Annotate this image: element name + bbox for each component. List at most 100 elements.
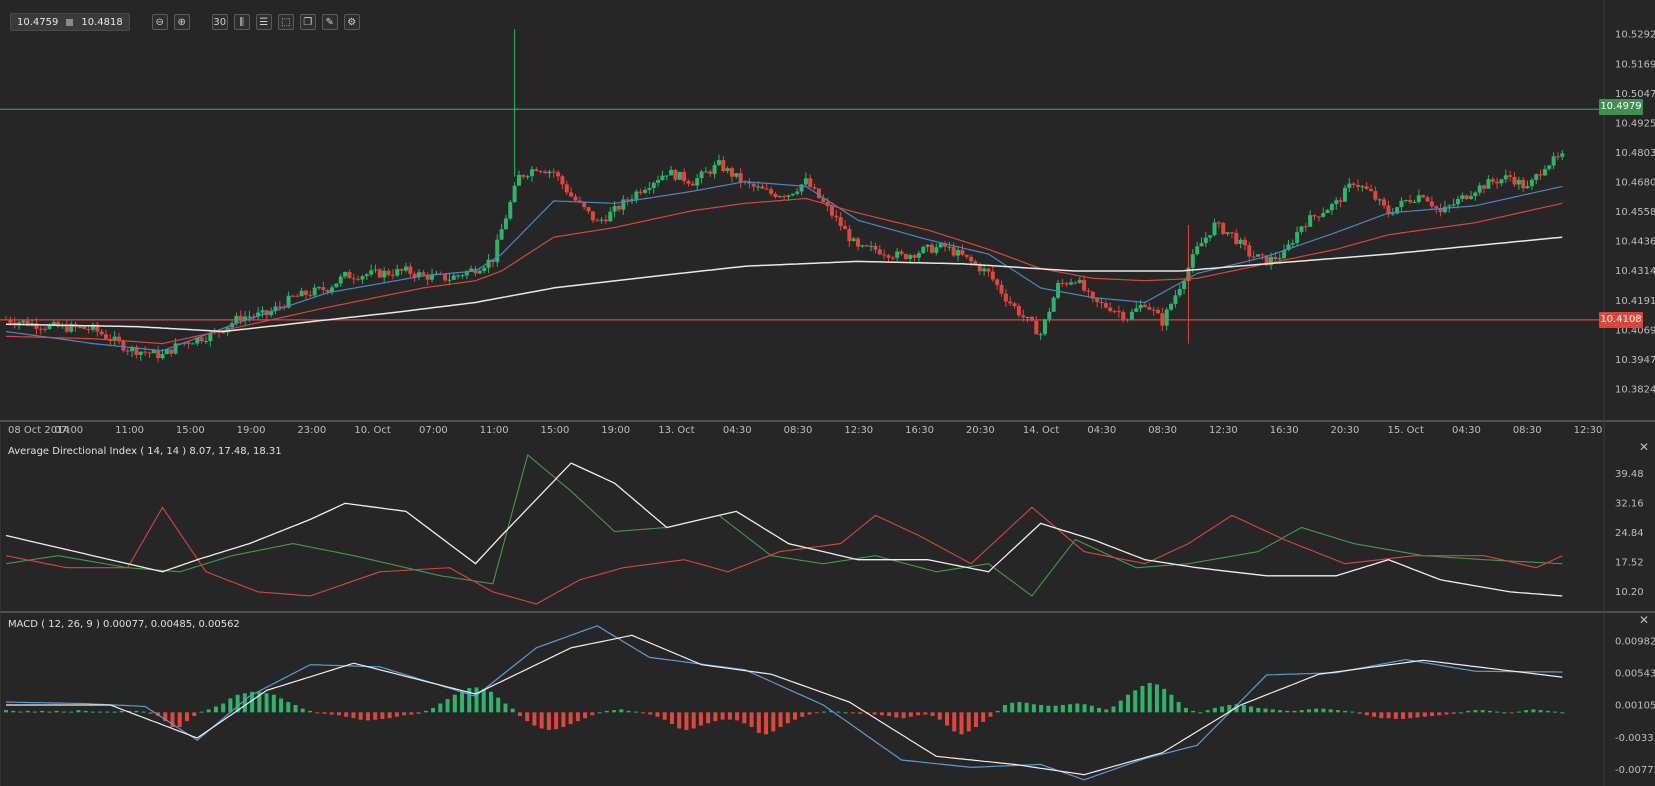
candle-body: [95, 324, 100, 332]
candle-body: [1347, 183, 1352, 188]
settings-pen-icon[interactable]: ⚙: [343, 14, 360, 30]
macd-histogram-bar: [850, 712, 855, 714]
candle-body: [886, 255, 891, 258]
price-panel[interactable]: [0, 29, 1605, 363]
macd-histogram-bar: [90, 711, 95, 713]
candle-body: [1342, 187, 1347, 202]
candle-body: [256, 312, 261, 317]
candle-body: [851, 238, 856, 242]
candle-body: [1355, 185, 1360, 187]
zoom-out-icon[interactable]: ⊖: [151, 14, 168, 30]
candle-body: [686, 180, 691, 184]
adx-tick-label: 24.84: [1615, 528, 1644, 539]
candlestick-icon[interactable]: ⫼: [233, 14, 250, 30]
macd-panel[interactable]: [4, 625, 1565, 781]
chart-template-icon[interactable]: ⬚: [277, 14, 294, 30]
macd-histogram-bar: [235, 694, 240, 713]
zoom-in-icon[interactable]: ⊕: [173, 14, 190, 30]
candle-body: [308, 295, 313, 297]
candle-body: [634, 191, 639, 200]
candle-body: [1477, 185, 1482, 193]
candle-body: [1503, 175, 1508, 180]
macd-histogram-bar: [1386, 712, 1391, 719]
candle-body: [564, 184, 569, 193]
candle-body: [690, 183, 695, 186]
macd-histogram-bar: [329, 712, 334, 715]
macd-histogram-bar: [677, 712, 682, 729]
macd-histogram-bar: [1104, 709, 1109, 713]
candle-body: [1064, 283, 1069, 285]
candle-body: [125, 350, 130, 352]
ema-mid-line: [5, 197, 1563, 345]
candle-body: [1069, 282, 1074, 285]
candle-body: [982, 268, 987, 272]
close-macd-icon[interactable]: ✕: [1638, 613, 1649, 627]
macd-histogram-bar: [793, 712, 798, 720]
candle-body: [1373, 191, 1378, 200]
macd-histogram-bar: [170, 712, 175, 727]
candle-body: [82, 326, 87, 330]
macd-histogram-bar: [807, 712, 812, 715]
time-tick-label: 15:00: [541, 425, 570, 436]
candle-body: [151, 350, 156, 354]
time-tick-label: 12:30: [1574, 425, 1603, 436]
macd-histogram-bar: [1097, 707, 1102, 713]
macd-histogram-bar: [879, 712, 884, 716]
draw-tool-icon[interactable]: ✎: [321, 14, 338, 30]
candle-body: [838, 217, 843, 227]
candle-body: [160, 354, 165, 359]
candle-body: [716, 160, 721, 165]
candle-body: [516, 174, 521, 186]
macd-histogram-bar: [481, 688, 486, 713]
indicators-icon[interactable]: ☰: [255, 14, 272, 30]
candle-body: [1460, 195, 1465, 199]
macd-histogram-bar: [1227, 705, 1232, 713]
candle-body: [777, 196, 782, 198]
price-tick-label: 10.4803: [1615, 148, 1655, 159]
macd-histogram-bar: [315, 712, 320, 714]
macd-histogram-bar: [1053, 705, 1058, 713]
candle-body: [538, 171, 543, 173]
candle-body: [729, 168, 734, 177]
candle-body: [929, 244, 934, 253]
candle-body: [1073, 282, 1078, 284]
layers-icon[interactable]: ❐: [299, 14, 316, 30]
candle-body: [1151, 309, 1156, 311]
macd-histogram-bar: [1183, 707, 1188, 713]
macd-histogram-bar: [669, 712, 674, 725]
macd-histogram-bar: [1422, 712, 1427, 717]
timeframe-button[interactable]: 30: [211, 14, 228, 30]
candle-body: [1156, 309, 1161, 314]
time-tick-label: 08:30: [1513, 425, 1542, 436]
candle-body: [738, 173, 743, 183]
macd-histogram-bar: [655, 712, 660, 717]
candle-body: [916, 253, 921, 258]
macd-histogram-bar: [539, 712, 544, 729]
macd-histogram-bar: [1140, 685, 1145, 713]
candle-body: [1412, 201, 1417, 203]
candle-body: [1134, 308, 1139, 312]
candle-body: [712, 164, 717, 174]
macd-histogram-bar: [32, 711, 37, 713]
candle-body: [843, 226, 848, 230]
candle-body: [664, 175, 669, 177]
candle-body: [882, 254, 887, 256]
candle-body: [1251, 256, 1256, 258]
candle-body: [651, 182, 656, 188]
close-adx-icon[interactable]: ✕: [1638, 440, 1649, 454]
macd-histogram-bar: [1147, 683, 1152, 713]
ema-fast-line: [5, 180, 1563, 352]
candle-body: [1056, 282, 1061, 298]
candle-body: [708, 171, 713, 174]
macd-histogram-bar: [1060, 705, 1065, 713]
macd-histogram-bar: [937, 712, 942, 720]
macd-histogram-bar: [836, 711, 841, 713]
candle-body: [1247, 245, 1252, 257]
adx-panel[interactable]: [5, 454, 1563, 605]
macd-histogram-bar: [1068, 704, 1073, 713]
candle-body: [799, 184, 804, 192]
candle-body: [734, 173, 739, 177]
axes: 10.5292 10.5169 10.5047 10.4925 10.4803 10.46…: [8, 30, 1655, 776]
macd-histogram-bar: [271, 694, 276, 713]
